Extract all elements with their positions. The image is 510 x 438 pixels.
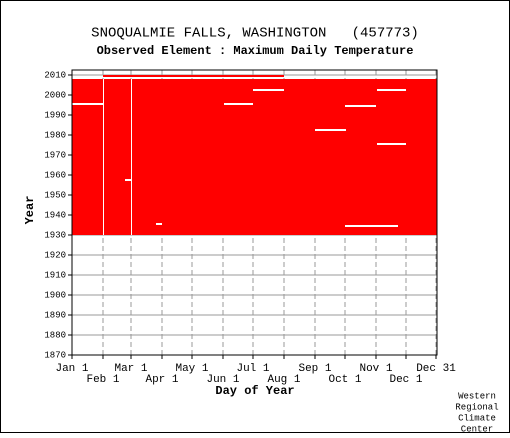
- x-axis-label: Day of Year: [215, 384, 294, 398]
- y-tick-label: 1890: [44, 310, 66, 320]
- data-block: [72, 79, 437, 235]
- plot-frame: [71, 69, 438, 356]
- chart-subtitle: Observed Element : Maximum Daily Tempera…: [97, 44, 414, 58]
- y-tick-label: 1990: [44, 110, 66, 120]
- y-tick-label: 1880: [44, 330, 66, 340]
- x-tick-label: Apr 1: [145, 374, 178, 386]
- credit: Regional: [455, 402, 498, 412]
- x-tick-label: Oct 1: [328, 374, 361, 386]
- x-tick-label: Dec 1: [389, 374, 422, 386]
- x-tick-label: Jul 1: [236, 363, 269, 375]
- y-tick-label: 1950: [44, 190, 66, 200]
- missing-data: [72, 103, 103, 105]
- x-tick-label: Jun 1: [206, 374, 239, 386]
- chart-title: SNOQUALMIE FALLS, WASHINGTON (457773): [91, 26, 419, 42]
- credit: Climate: [458, 413, 496, 423]
- missing-data: [131, 79, 132, 235]
- data-block: [103, 75, 284, 77]
- credit: Western: [458, 391, 496, 401]
- y-axis-label: Year: [23, 196, 37, 225]
- x-tick-label: Dec 31: [416, 363, 456, 375]
- y-tick-label: 1910: [44, 270, 66, 280]
- missing-data: [156, 223, 162, 225]
- x-tick-label: Aug 1: [267, 374, 300, 386]
- credit: Center: [461, 424, 493, 433]
- missing-data: [345, 105, 376, 107]
- y-tick-label: 2000: [44, 90, 66, 100]
- missing-data: [315, 129, 346, 131]
- x-tick-label: Jan 1: [55, 363, 88, 375]
- y-tick-label: 1980: [44, 130, 66, 140]
- missing-data: [377, 89, 406, 91]
- x-tick-label: Nov 1: [359, 363, 392, 375]
- y-tick-label: 1940: [44, 210, 66, 220]
- y-tick-label: 1960: [44, 170, 66, 180]
- x-tick-label: Feb 1: [86, 374, 119, 386]
- missing-data: [377, 143, 406, 145]
- y-tick-label: 1970: [44, 150, 66, 160]
- y-tick-label: 1900: [44, 290, 66, 300]
- y-tick-label: 1930: [44, 230, 66, 240]
- y-tick-label: 1870: [44, 350, 66, 360]
- missing-data: [253, 89, 284, 91]
- missing-data: [224, 103, 253, 105]
- y-tick-label: 1920: [44, 250, 66, 260]
- missing-data: [125, 179, 131, 181]
- x-tick-label: May 1: [175, 363, 208, 375]
- missing-data: [103, 79, 104, 235]
- x-tick-label: Sep 1: [298, 363, 331, 375]
- y-tick-label: 2010: [44, 70, 66, 80]
- missing-data: [345, 225, 398, 227]
- x-tick-label: Mar 1: [114, 363, 147, 375]
